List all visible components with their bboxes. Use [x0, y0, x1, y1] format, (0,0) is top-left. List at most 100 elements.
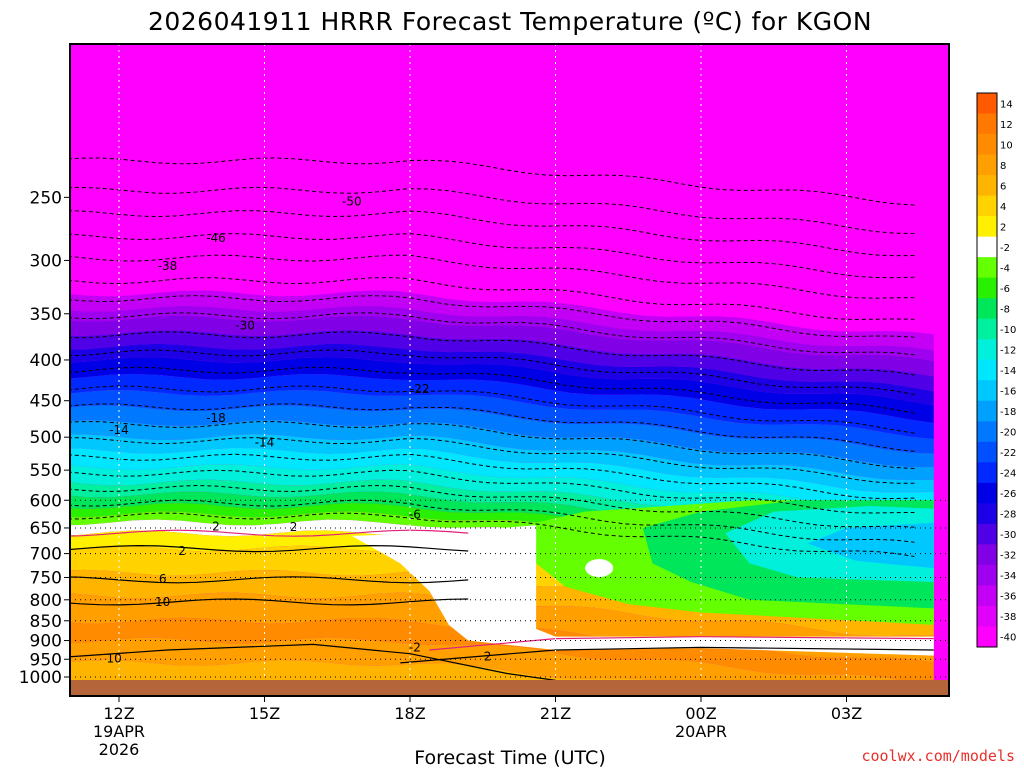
temperature-band [70, 373, 934, 440]
colorbar-frame [976, 92, 998, 648]
colorbar-label: -18 [1000, 407, 1016, 418]
colorbar-swatch [977, 503, 997, 525]
temperature-band [70, 479, 934, 536]
chart-title: 2026041911 HRRR Forecast Temperature (ºC… [148, 7, 872, 36]
temperature-band [70, 356, 934, 423]
temperature-band [70, 305, 934, 362]
contour-label: 2 [290, 520, 298, 534]
colorbar-swatch [977, 441, 997, 463]
temperature-band [70, 405, 934, 468]
colorbar-label: -28 [1000, 510, 1016, 521]
temperature-bands [70, 44, 949, 696]
y-tick-label: 950 [30, 650, 62, 670]
negative-isotherm [70, 331, 915, 376]
colorbar-swatch [977, 359, 997, 381]
colorbar-label: -34 [1000, 571, 1016, 582]
plot-area [70, 44, 949, 696]
isotherm [70, 529, 469, 537]
x-tick-sublabel: 19APR [93, 722, 145, 741]
temperature-band [70, 420, 934, 481]
temperature-band [807, 522, 934, 569]
x-tick-label: 15Z [249, 704, 280, 723]
contour-label: -6 [409, 507, 421, 521]
colorbar-label: -16 [1000, 387, 1016, 398]
colorbar-label: 12 [1000, 120, 1013, 131]
colorbar-swatch [977, 339, 997, 361]
colorbar-swatch [977, 523, 997, 545]
temperature-band [70, 463, 934, 523]
ground-layer [70, 680, 949, 696]
credit-link[interactable]: coolwx.com/models [861, 747, 1015, 765]
temperature-band [70, 315, 934, 377]
colorbar-swatch [977, 154, 997, 176]
temperature-band [70, 617, 934, 686]
temperature-band [585, 559, 614, 578]
y-tick-label: 350 [30, 305, 62, 325]
negative-isotherm [70, 437, 915, 484]
y-axis: 2503003504004505005506006507007508008509… [19, 188, 70, 688]
negative-isotherm [70, 421, 915, 469]
colorbar-label: 8 [1000, 161, 1006, 172]
x-tick-label: 12Z [103, 704, 134, 723]
colorbar-label: -14 [1000, 366, 1016, 377]
negative-isotherm [70, 385, 915, 434]
negative-isotherm [70, 210, 915, 257]
temperature-band [70, 447, 934, 508]
colorbar-label: -38 [1000, 612, 1016, 623]
y-tick-label: 550 [30, 461, 62, 481]
negative-isotherm [70, 469, 915, 514]
isotherm [70, 576, 469, 584]
colorbar: 14 12 10 8 6 4 2 -2 -4 -6 -8 -10 -12 -14 -16 -18 -20 -22 -… [976, 92, 1016, 648]
negative-isotherm [70, 186, 915, 234]
temperature-band [70, 503, 934, 559]
colorbar-label: -6 [1000, 284, 1010, 295]
contour-label: -14 [109, 423, 129, 437]
colorbar-swatch [977, 93, 997, 115]
y-tick-label: 400 [30, 351, 62, 371]
y-tick-label: 850 [30, 612, 62, 632]
contour-label: 10 [107, 652, 122, 666]
colorbar-swatch [977, 544, 997, 566]
colorbar-swatch [977, 195, 997, 217]
colorbar-label: -2 [1000, 243, 1010, 254]
grid-lines [70, 44, 949, 696]
colorbar-label: 6 [1000, 181, 1006, 192]
plot-frame [69, 43, 950, 697]
contour-label: -2 [409, 640, 421, 654]
negative-isotherm [70, 403, 915, 452]
isotherm [400, 646, 934, 664]
temperature-band [70, 263, 934, 335]
colorbar-swatch [977, 216, 997, 238]
temperature-band [351, 525, 934, 656]
negative-isotherm [70, 233, 915, 279]
y-tick-label: 450 [30, 392, 62, 412]
isotherm [70, 643, 556, 681]
y-tick-label: 700 [30, 545, 62, 565]
x-axis-label: Forecast Time (UTC) [414, 747, 605, 768]
y-tick-label: 650 [30, 519, 62, 539]
x-tick-sublabel: 20APR [675, 722, 727, 741]
colorbar-swatch [977, 380, 997, 402]
colorbar-label: -40 [1000, 633, 1016, 644]
colorbar-label: 2 [1000, 222, 1006, 233]
y-tick-label: 600 [30, 491, 62, 511]
colorbar-label: -22 [1000, 448, 1016, 459]
negative-isotherm [70, 453, 915, 500]
colorbar-label: -26 [1000, 489, 1016, 500]
colorbar-swatch [977, 257, 997, 279]
contour-label: 2 [178, 544, 186, 558]
isotherm-contours [70, 157, 934, 681]
contour-label: 2 [212, 519, 220, 533]
contour-label: 6 [159, 572, 167, 586]
contour-label: -14 [255, 436, 275, 450]
colorbar-label: -4 [1000, 263, 1010, 274]
negative-isotherm [70, 484, 915, 528]
x-tick-label: 00Z [685, 704, 716, 723]
colorbar-swatch [977, 134, 997, 156]
negative-isotherm [70, 366, 915, 414]
colorbar-swatch [977, 605, 997, 627]
y-tick-label: 900 [30, 632, 62, 652]
colorbar-label: -24 [1000, 469, 1016, 480]
